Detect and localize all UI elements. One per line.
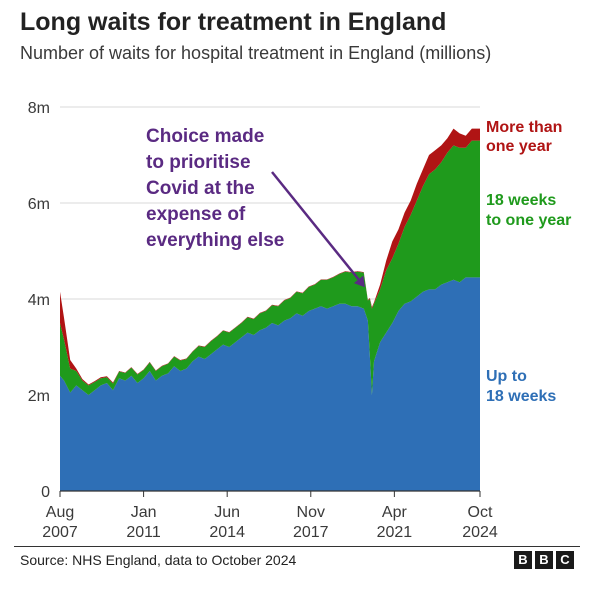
annotation-arrow-head xyxy=(353,275,365,288)
x-tick-label: 2017 xyxy=(293,524,329,541)
area-more-than-one-year xyxy=(60,128,480,386)
x-tick-label: Jan xyxy=(131,504,157,521)
x-tick-label: 2024 xyxy=(462,524,498,541)
series-label: More than xyxy=(486,119,562,136)
annotation-text: to prioritise xyxy=(146,152,251,173)
y-tick-label: 8m xyxy=(28,100,50,117)
annotation-text: Covid at the xyxy=(146,178,255,199)
bbc-logo-letter: B xyxy=(514,551,532,569)
x-tick-label: Jun xyxy=(214,504,240,521)
x-tick-label: Nov xyxy=(297,504,325,521)
chart-title: Long waits for treatment in England xyxy=(20,8,447,36)
x-tick-label: 2014 xyxy=(209,524,245,541)
stacked-area-chart: 0 2m 4m 6m 8m Aug 2007 Jan 2011 Jun 2014 Nov 2017 Apr… xyxy=(28,100,572,541)
y-tick-label: 2m xyxy=(28,388,50,405)
x-tick-label: 2007 xyxy=(42,524,78,541)
x-tick-label: Apr xyxy=(382,504,408,521)
chart-subtitle: Number of waits for hospital treatment i… xyxy=(20,43,492,63)
x-tick-label: 2011 xyxy=(126,524,161,541)
series-label: one year xyxy=(486,138,552,155)
x-tick-label: 2021 xyxy=(377,524,413,541)
y-tick-label: 4m xyxy=(28,292,50,309)
series-label: 18 weeks xyxy=(486,388,556,405)
bbc-logo-letter: C xyxy=(556,551,574,569)
area-up-to-18-weeks xyxy=(60,277,480,491)
annotation-text: everything else xyxy=(146,230,284,251)
annotation-arrow-line xyxy=(271,171,362,283)
area-18-weeks-to-one-year xyxy=(60,140,480,395)
y-tick-label: 0 xyxy=(41,484,50,501)
annotation-text: expense of xyxy=(146,204,246,225)
y-tick-label: 6m xyxy=(28,196,50,213)
bbc-logo: B B C xyxy=(514,551,574,569)
bbc-logo-letter: B xyxy=(535,551,553,569)
series-label: 18 weeks xyxy=(486,192,556,209)
footer-divider xyxy=(14,546,580,547)
series-label: to one year xyxy=(486,212,571,229)
annotation-text: Choice made xyxy=(146,126,264,147)
x-tick-label: Oct xyxy=(468,504,493,521)
source-note: Source: NHS England, data to October 202… xyxy=(20,552,297,568)
x-tick-label: Aug xyxy=(46,504,74,521)
series-label: Up to xyxy=(486,368,527,385)
